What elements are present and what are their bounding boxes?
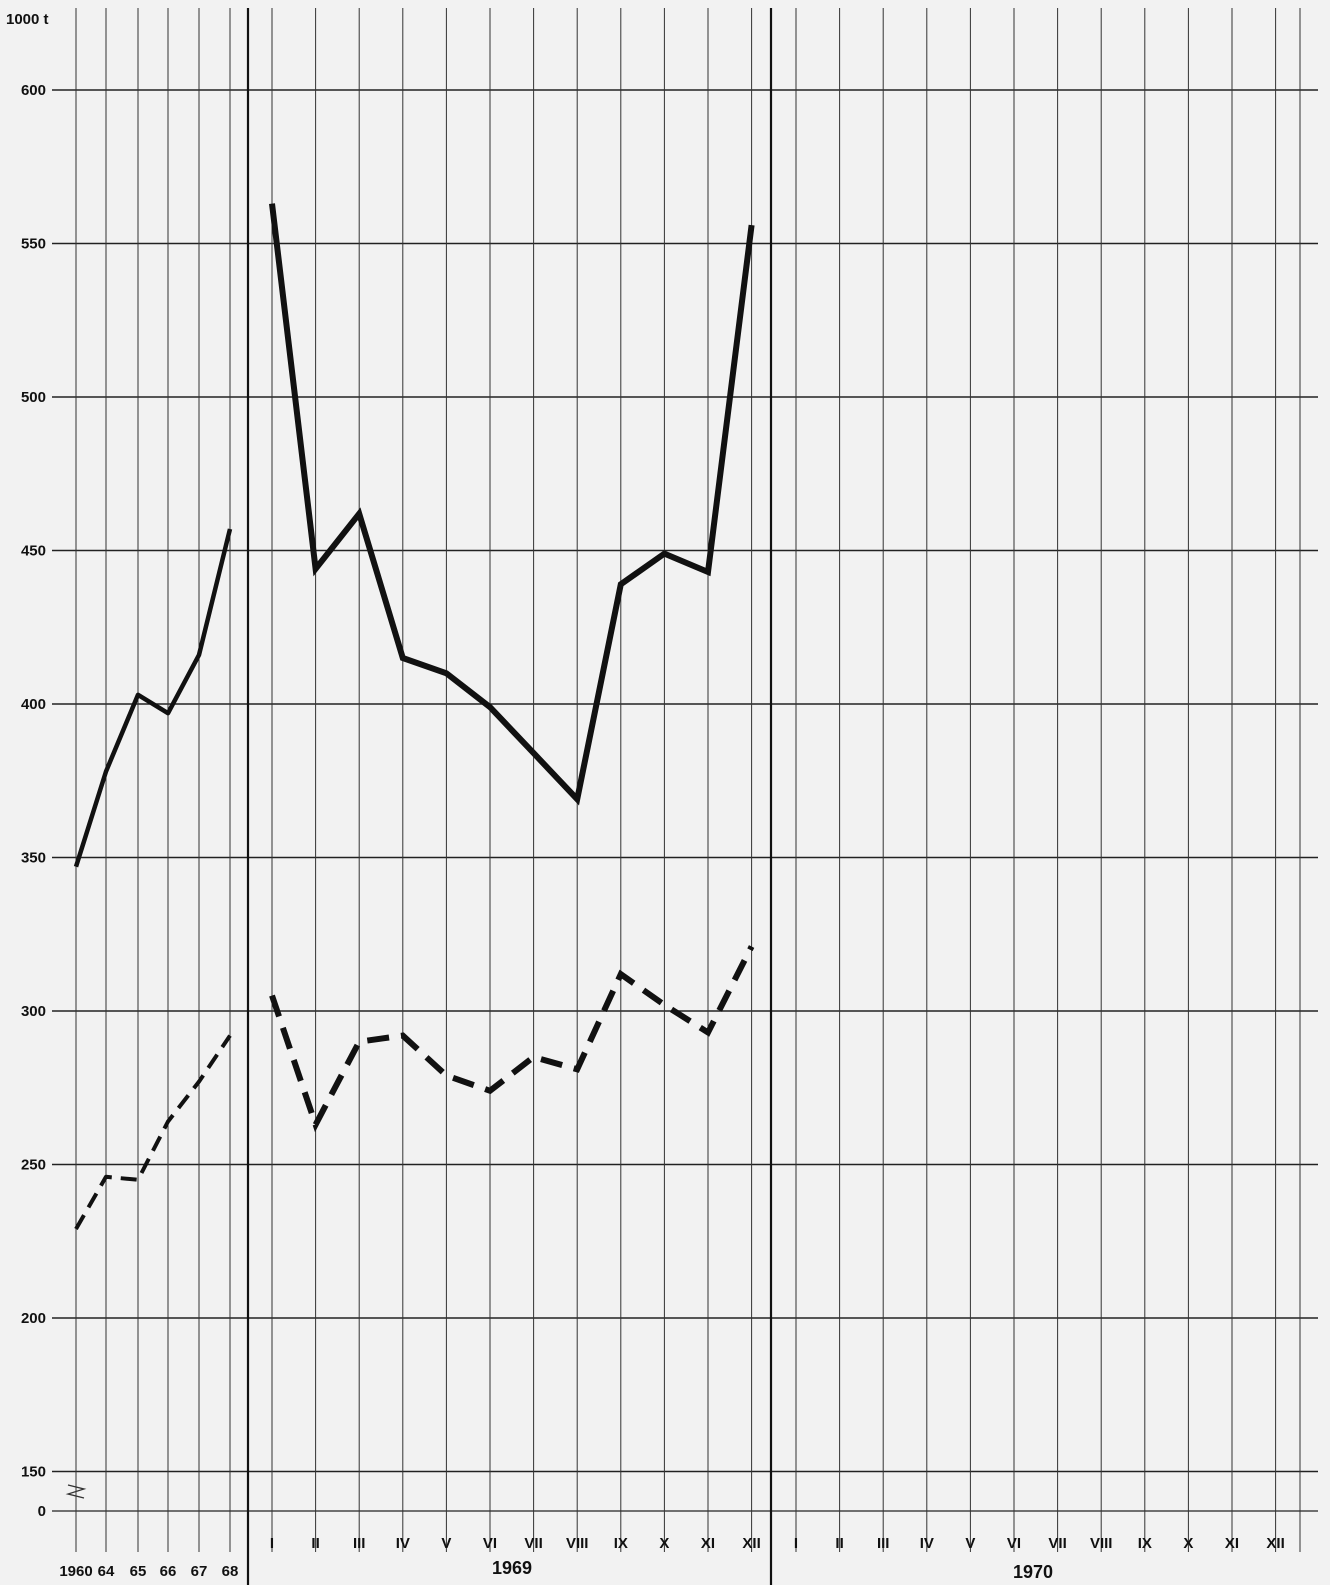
y-tick-label: 300	[21, 1003, 46, 1020]
y-tick-label: 550	[21, 236, 46, 253]
x-tick-label-1970: V	[965, 1535, 975, 1552]
x-tick-label-1970: IV	[920, 1535, 934, 1552]
x-tick-label-annual: 65	[130, 1563, 147, 1580]
x-tick-label-1969: II	[311, 1535, 319, 1552]
x-tick-label-1970: VIII	[1090, 1535, 1113, 1552]
x-tick-label-annual: 68	[222, 1563, 239, 1580]
x-tick-label-annual: 66	[160, 1563, 177, 1580]
x-tick-label-annual: 1960	[59, 1563, 92, 1580]
y-tick-label: 600	[21, 82, 46, 99]
y-tick-label: 250	[21, 1157, 46, 1174]
x-tick-label-1969: VI	[483, 1535, 497, 1552]
y-tick-label: 0	[38, 1503, 46, 1520]
axis-break-mark	[65, 1484, 87, 1499]
x-tick-label-1969: IX	[614, 1535, 628, 1552]
series-dashed-1969-line	[269, 945, 755, 1133]
x-tick-label-1969: VIII	[566, 1535, 589, 1552]
x-tick-label-1970: VII	[1048, 1535, 1066, 1552]
x-tick-label-1970: X	[1183, 1535, 1193, 1552]
y-tick-label: 400	[21, 696, 46, 713]
x-tick-label-1969: X	[659, 1535, 669, 1552]
y-axis-unit-label: 1000 t	[6, 11, 49, 28]
y-tick-label: 450	[21, 543, 46, 560]
y-tick-label: 500	[21, 389, 46, 406]
group-label-1970: 1970	[1013, 1562, 1053, 1582]
x-tick-label-annual: 67	[191, 1563, 208, 1580]
series-solid-annual-line	[73, 528, 233, 868]
x-tick-label-1970: IX	[1138, 1535, 1152, 1552]
x-tick-label-1970: XII	[1266, 1535, 1284, 1552]
x-tick-label-1970: XI	[1225, 1535, 1239, 1552]
y-tick-label: 150	[21, 1464, 46, 1481]
labels: 1000 t 600 550 500 450 400 350 300 250 200 150 0 19…	[6, 11, 1285, 1582]
series-dashed-annual-line	[74, 1034, 232, 1230]
x-tick-label-1969: I	[270, 1535, 274, 1552]
x-tick-label-1969: III	[353, 1535, 366, 1552]
x-tick-label-1970: I	[794, 1535, 798, 1552]
x-tick-label-1969: VII	[524, 1535, 542, 1552]
series-layer	[73, 203, 755, 1230]
y-tick-label: 200	[21, 1310, 46, 1327]
x-tick-label-1969: XII	[742, 1535, 760, 1552]
x-tick-label-1969: V	[441, 1535, 451, 1552]
x-tick-label-1970: II	[835, 1535, 843, 1552]
x-tick-label-1969: XI	[701, 1535, 715, 1552]
x-tick-label-1969: IV	[396, 1535, 410, 1552]
group-label-1969: 1969	[492, 1558, 532, 1578]
series-solid-1969-line	[269, 203, 755, 806]
x-tick-label-1970: III	[877, 1535, 890, 1552]
x-tick-label-1970: VI	[1007, 1535, 1021, 1552]
y-tick-label: 350	[21, 850, 46, 867]
x-tick-label-annual: 64	[98, 1563, 115, 1580]
